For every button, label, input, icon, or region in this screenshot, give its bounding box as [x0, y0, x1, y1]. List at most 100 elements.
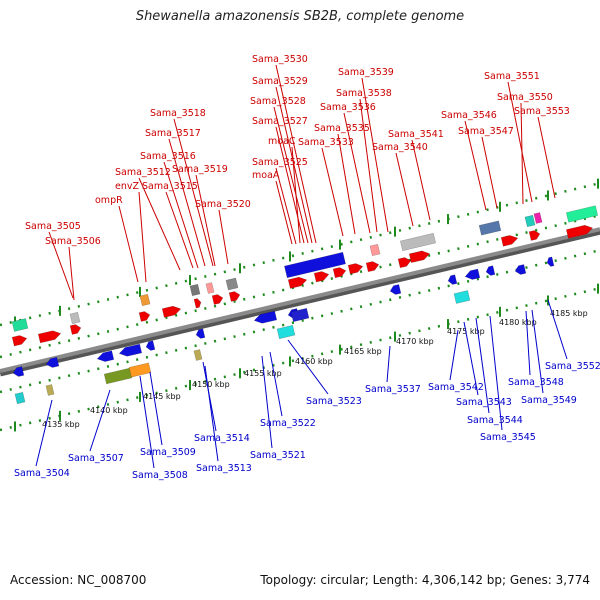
feature-block-shape: [369, 243, 381, 257]
label-leader-bottom: [202, 361, 217, 432]
label-leader-top: [343, 112, 371, 234]
forward-gene-shape: [347, 263, 364, 275]
topology-text: Topology: circular; Length: 4,306,142 bp…: [260, 573, 590, 587]
feature-block-shape: [139, 293, 151, 307]
forward-gene: [313, 271, 330, 283]
reverse-gene: [45, 356, 60, 368]
reverse-gene: [195, 328, 206, 339]
feature-block: [225, 277, 239, 291]
forward-gene-shape: [69, 324, 82, 335]
label-leader-top: [275, 167, 297, 245]
gene-label-bottom: Sama_3543: [456, 397, 512, 408]
label-leader-top: [337, 133, 356, 235]
forward-gene-shape: [397, 257, 412, 269]
gene-label-top: moaC: [268, 136, 296, 147]
feature-block: [565, 205, 599, 223]
gene-label-top: Sama_3527: [252, 116, 308, 127]
page-title: Shewanella amazonensis SB2B, complete ge…: [135, 9, 465, 24]
forward-gene: [565, 224, 594, 239]
label-leader-top: [195, 174, 216, 267]
gene-label-top: Sama_3535: [314, 123, 370, 134]
label-leader-bottom: [463, 321, 479, 396]
reverse-gene: [96, 350, 115, 362]
gene-label-bottom: Sama_3504: [14, 468, 70, 479]
forward-gene: [161, 305, 182, 318]
label-leader-top: [361, 77, 389, 233]
feature-block: [193, 349, 203, 361]
reverse-gene-shape: [447, 274, 458, 285]
gene-label-bottom: Sama_3548: [508, 377, 564, 388]
reverse-gene-shape: [45, 356, 60, 368]
reverse-gene: [12, 366, 25, 377]
feature-block-shape: [205, 282, 215, 294]
forward-gene-shape: [332, 267, 347, 279]
forward-gene-shape: [313, 271, 330, 283]
gene-label-bottom: Sama_3521: [250, 450, 306, 461]
gene-label-top: Sama_3505: [25, 221, 81, 232]
feature-block: [103, 367, 133, 385]
gene-label-bottom: Sama_3508: [132, 470, 188, 481]
reverse-gene: [485, 265, 496, 276]
reverse-gene: [389, 284, 402, 295]
label-leader-bottom: [531, 309, 544, 394]
label-leader-top: [138, 177, 181, 271]
label-leader-bottom: [475, 317, 490, 414]
gene-label-top: Sama_3520: [195, 199, 251, 210]
forward-gene: [211, 294, 224, 305]
accession-text: Accession: NC_008700: [10, 573, 147, 587]
reverse-gene-cluster-shape: [284, 251, 346, 279]
feature-block: [290, 307, 310, 323]
reverse-gene-cluster: [284, 251, 346, 279]
label-leader-bottom: [449, 329, 459, 381]
forward-gene: [193, 298, 202, 309]
scale-label: 4165 kbp: [344, 347, 382, 356]
reverse-gene-shape: [389, 284, 402, 295]
feature-block-shape: [276, 324, 296, 340]
gene-label-top: Sama_3518: [150, 108, 206, 119]
forward-gene-shape: [565, 224, 594, 239]
gene-label-top: Sama_3525: [252, 157, 308, 168]
label-leader-top: [464, 120, 487, 211]
label-leader-top: [163, 161, 199, 269]
forward-gene: [37, 330, 62, 344]
scale-label: 4140 kbp: [90, 406, 128, 415]
reverse-gene-shape: [145, 340, 156, 351]
gene-label-top: Sama_3547: [458, 126, 514, 137]
feature-block: [139, 293, 151, 307]
label-leader-bottom: [139, 375, 155, 469]
gene-label-top: Sama_3515: [142, 181, 198, 192]
forward-gene: [11, 335, 28, 347]
forward-gene: [397, 257, 412, 269]
forward-gene: [69, 324, 82, 335]
forward-gene-shape: [193, 298, 202, 309]
reverse-gene-shape: [12, 366, 25, 377]
reverse-gene-shape: [546, 256, 555, 267]
label-leader-bottom: [149, 371, 163, 446]
gene-label-top: Sama_3530: [252, 54, 308, 65]
gene-label-top: ompR: [95, 195, 123, 206]
gene-label-top: Sama_3517: [145, 128, 201, 139]
feature-block: [524, 214, 536, 228]
gene-label-top: Sama_3528: [250, 96, 306, 107]
gene-label-top: Sama_3516: [140, 151, 196, 162]
label-leader-top: [273, 106, 309, 244]
label-leader-bottom: [489, 315, 503, 431]
feature-block-shape: [69, 311, 81, 325]
forward-gene: [500, 235, 519, 247]
gene-label-top: Sama_3540: [372, 142, 428, 153]
gene-label-top: Sama_3519: [172, 164, 228, 175]
reverse-gene-shape: [464, 268, 481, 280]
feature-block: [533, 212, 543, 224]
forward-gene-shape: [161, 305, 182, 318]
gene-label-top: Sama_3553: [514, 106, 570, 117]
label-leader-top: [275, 180, 293, 245]
scale-label: 4155 kbp: [244, 369, 282, 378]
forward-gene: [408, 250, 431, 264]
gene-label-bottom: Sama_3509: [140, 447, 196, 458]
forward-gene-shape: [211, 294, 224, 305]
gene-label-top: moaA: [252, 170, 280, 181]
label-leader-bottom: [269, 351, 283, 417]
feature-block: [14, 391, 26, 405]
forward-gene: [528, 230, 541, 241]
